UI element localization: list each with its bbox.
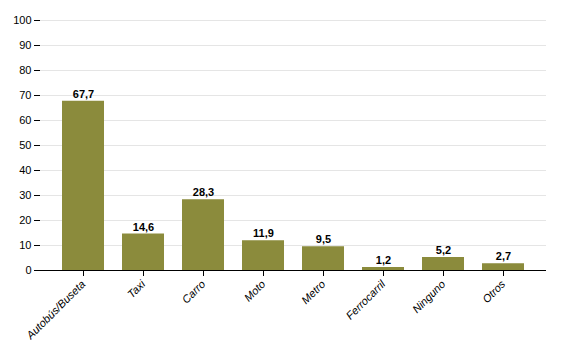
- svg-text:40: 40: [19, 164, 31, 176]
- svg-text:28,3: 28,3: [193, 186, 214, 198]
- svg-text:14,6: 14,6: [133, 221, 154, 233]
- svg-text:Metro: Metro: [299, 278, 327, 306]
- svg-text:67,7: 67,7: [73, 88, 94, 100]
- svg-text:50: 50: [19, 139, 31, 151]
- svg-text:60: 60: [19, 114, 31, 126]
- svg-text:5,2: 5,2: [436, 244, 451, 256]
- svg-text:70: 70: [19, 89, 31, 101]
- svg-text:Carro: Carro: [179, 278, 207, 306]
- svg-text:1,2: 1,2: [376, 254, 391, 266]
- svg-text:9,5: 9,5: [316, 233, 331, 245]
- svg-text:10: 10: [19, 239, 31, 251]
- svg-text:90: 90: [19, 39, 31, 51]
- svg-text:80: 80: [19, 64, 31, 76]
- svg-text:Autobús/Buseta: Autobús/Buseta: [23, 278, 87, 342]
- svg-text:0: 0: [25, 264, 31, 276]
- svg-text:2,7: 2,7: [496, 250, 511, 262]
- svg-text:Moto: Moto: [242, 278, 268, 304]
- svg-text:Taxi: Taxi: [125, 277, 148, 300]
- svg-text:20: 20: [19, 214, 31, 226]
- svg-text:11,9: 11,9: [253, 227, 274, 239]
- svg-text:30: 30: [19, 189, 31, 201]
- svg-text:Ninguno: Ninguno: [410, 278, 447, 315]
- svg-text:Ferrocarril: Ferrocarril: [343, 277, 387, 321]
- svg-text:100: 100: [13, 14, 31, 26]
- svg-text:Otros: Otros: [480, 277, 508, 305]
